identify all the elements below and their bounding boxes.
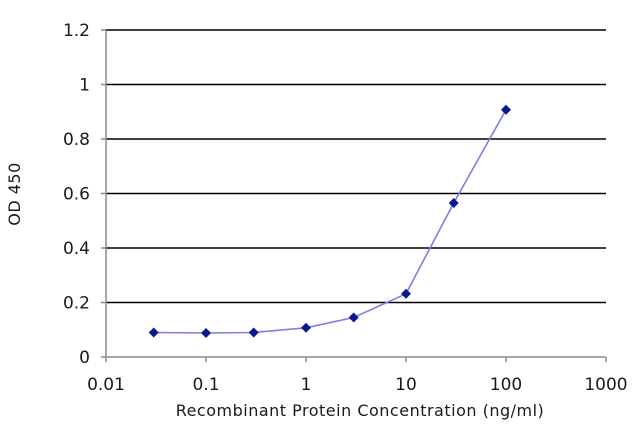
data-point-5	[401, 288, 411, 299]
x-tick-label-0: 0.01	[87, 375, 125, 395]
x-axis-title: Recombinant Protein Concentration (ng/ml…	[176, 401, 545, 420]
data-point-6	[448, 198, 459, 208]
data-point-3	[301, 322, 311, 333]
y-tick-label-2: 0.4	[63, 239, 90, 259]
y-tick-label-5: 1	[79, 76, 90, 96]
x-tick-label-1: 0.1	[192, 375, 219, 395]
y-tick-label-3: 0.6	[63, 185, 90, 205]
data-point-7	[501, 104, 511, 115]
series-layer	[148, 104, 511, 338]
y-tick-label-4: 0.8	[63, 130, 90, 150]
axis-ticks: 0 0.2 0.4 0.6 0.8 1 1.2 0.01 0.1 1 10 100 1000	[63, 21, 628, 395]
x-tick-label-2: 1	[301, 375, 312, 395]
data-point-4	[348, 312, 359, 323]
series-line-0	[153, 109, 507, 334]
data-point-0	[148, 327, 159, 338]
data-point-1	[201, 328, 211, 338]
y-tick-label-1: 0.2	[63, 294, 90, 314]
y-tick-label-6: 1.2	[63, 21, 90, 41]
x-tick-label-4: 100	[490, 375, 522, 395]
y-tick-label-0: 0	[79, 348, 90, 368]
gridlines	[106, 29, 606, 304]
data-point-2	[248, 327, 259, 338]
x-tick-label-5: 1000	[584, 375, 627, 395]
y-axis-title: OD 450	[5, 162, 24, 226]
x-tick-label-3: 10	[395, 375, 417, 395]
